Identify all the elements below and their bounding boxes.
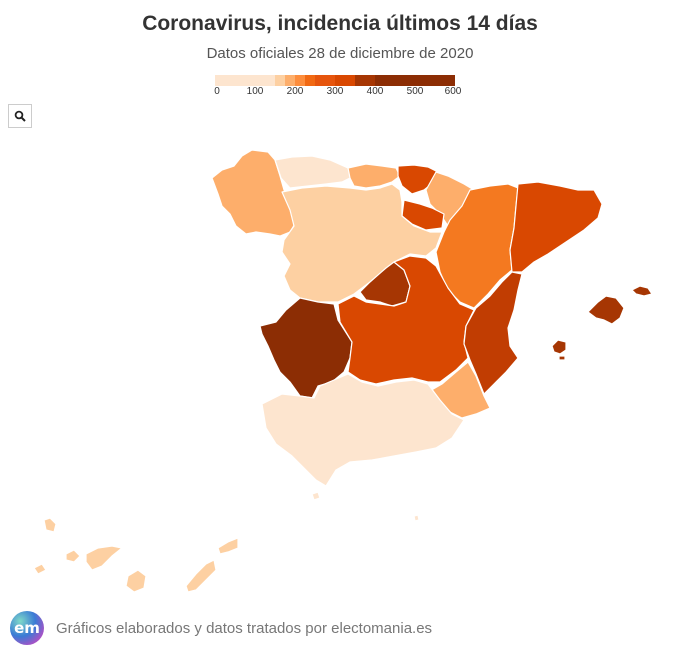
- region-andalucia[interactable]: Andalucía: [261, 373, 465, 487]
- logo-text: em: [14, 619, 40, 637]
- region-extremadura[interactable]: Extremadura: [259, 297, 353, 399]
- color-legend: 0 100 200 300 400 500 600: [214, 75, 461, 105]
- search-icon: [14, 110, 26, 122]
- region-ceuta[interactable]: Ceuta: [311, 491, 321, 501]
- legend-tick-label: 500: [406, 86, 424, 97]
- region-el-hierro[interactable]: Canarias: [33, 563, 47, 575]
- region-menorca[interactable]: Illes Balears: [631, 285, 653, 297]
- region-mallorca[interactable]: Illes Balears: [587, 295, 625, 325]
- region-fuerteventura[interactable]: Canarias: [185, 559, 217, 593]
- region-lanzarote[interactable]: Canarias: [217, 537, 239, 555]
- legend-tick-label: 300: [326, 86, 344, 97]
- search-button[interactable]: [8, 104, 32, 128]
- legend-tick-label: 400: [366, 86, 384, 97]
- region-gran-canaria[interactable]: Canarias: [125, 569, 147, 593]
- region-comunitat-valenciana[interactable]: Comunitat Valenciana: [463, 271, 523, 395]
- region-ibiza[interactable]: Illes Balears: [551, 339, 567, 355]
- legend-bin: [355, 75, 375, 86]
- legend-tick-label: 0: [214, 86, 220, 97]
- region-cantabria[interactable]: Cantabria: [347, 163, 401, 189]
- region-la-gomera[interactable]: Canarias: [65, 549, 81, 563]
- legend-bin: [275, 75, 285, 86]
- region-castilla-y-leon[interactable]: Castilla y León: [281, 183, 443, 303]
- legend-bin: [285, 75, 295, 86]
- legend-bin: [375, 75, 455, 86]
- legend-bin: [305, 75, 315, 86]
- legend-tick-label: 200: [286, 86, 304, 97]
- legend-bin: [315, 75, 335, 86]
- region-la-palma[interactable]: Canarias: [43, 517, 57, 533]
- region-melilla[interactable]: Melilla: [413, 514, 420, 522]
- region-formentera[interactable]: Illes Balears: [558, 355, 566, 361]
- footer: em Gráficos elaborados y datos tratados …: [10, 610, 432, 646]
- region-asturias[interactable]: Asturias: [274, 155, 355, 189]
- legend-bin: [335, 75, 355, 86]
- footer-credit: Gráficos elaborados y datos tratados por…: [56, 619, 433, 637]
- legend-bin: [295, 75, 305, 86]
- region-tenerife[interactable]: Canarias: [85, 545, 123, 571]
- chart-subtitle: Datos oficiales 28 de diciembre de 2020: [206, 45, 474, 62]
- electomania-logo: em: [10, 611, 44, 645]
- legend-tick-label: 600: [444, 86, 462, 97]
- legend-color-bar: [215, 75, 455, 86]
- legend-tick-label: 100: [246, 86, 264, 97]
- legend-bin: [215, 75, 275, 86]
- chart-title: Coronavirus, incidencia últimos 14 días: [142, 12, 538, 35]
- region-cataluna[interactable]: Cataluña: [509, 181, 603, 273]
